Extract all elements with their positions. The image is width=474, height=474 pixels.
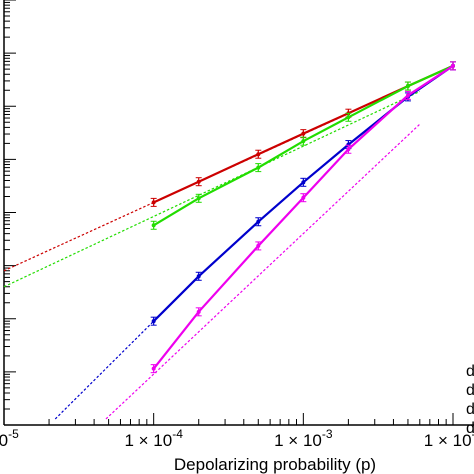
x-tick-label: 1 × 10-3	[274, 427, 333, 450]
fit-lines	[3, 65, 454, 420]
data-point	[196, 179, 201, 184]
legend-entry-3: d	[466, 401, 474, 418]
data-point	[301, 180, 306, 185]
data-point	[196, 196, 201, 201]
data-point	[301, 195, 306, 200]
data-point	[196, 309, 201, 314]
data-point	[346, 147, 351, 152]
data-point	[256, 152, 261, 157]
data-point	[346, 115, 351, 120]
data-point	[405, 93, 410, 98]
data-point	[256, 219, 261, 224]
data-point	[196, 274, 201, 279]
data-point	[301, 139, 306, 144]
legend-entry-1: d	[466, 363, 474, 380]
x-tick-label: 1 × 10-4	[124, 427, 183, 450]
x-tick-label: 10-5	[0, 427, 19, 450]
x-tick-label: 1 × 10-2	[424, 427, 474, 450]
data-point	[451, 63, 455, 68]
data-point	[301, 131, 306, 136]
series-4	[150, 61, 456, 374]
data-point	[151, 319, 156, 324]
data-point	[151, 223, 156, 228]
series-line-4	[152, 64, 454, 370]
data-point	[405, 84, 410, 89]
legend-entry-2: d	[466, 382, 474, 399]
data-point	[256, 243, 261, 248]
plot-axes	[3, 0, 474, 426]
fit-line-4	[105, 123, 421, 420]
x-tick-labels: 10-5 1 × 10-4 1 × 10-3 1 × 10-2	[0, 427, 474, 450]
fit-line-2	[3, 90, 421, 288]
data-point	[151, 200, 156, 205]
fit-line-3	[54, 320, 155, 420]
legend-entry-4: d	[466, 420, 474, 437]
series-lines	[150, 61, 456, 374]
x-axis-label: Depolarizing probability (p)	[174, 455, 376, 474]
data-point	[256, 165, 261, 170]
data-point	[151, 366, 156, 371]
series-2	[150, 61, 456, 230]
